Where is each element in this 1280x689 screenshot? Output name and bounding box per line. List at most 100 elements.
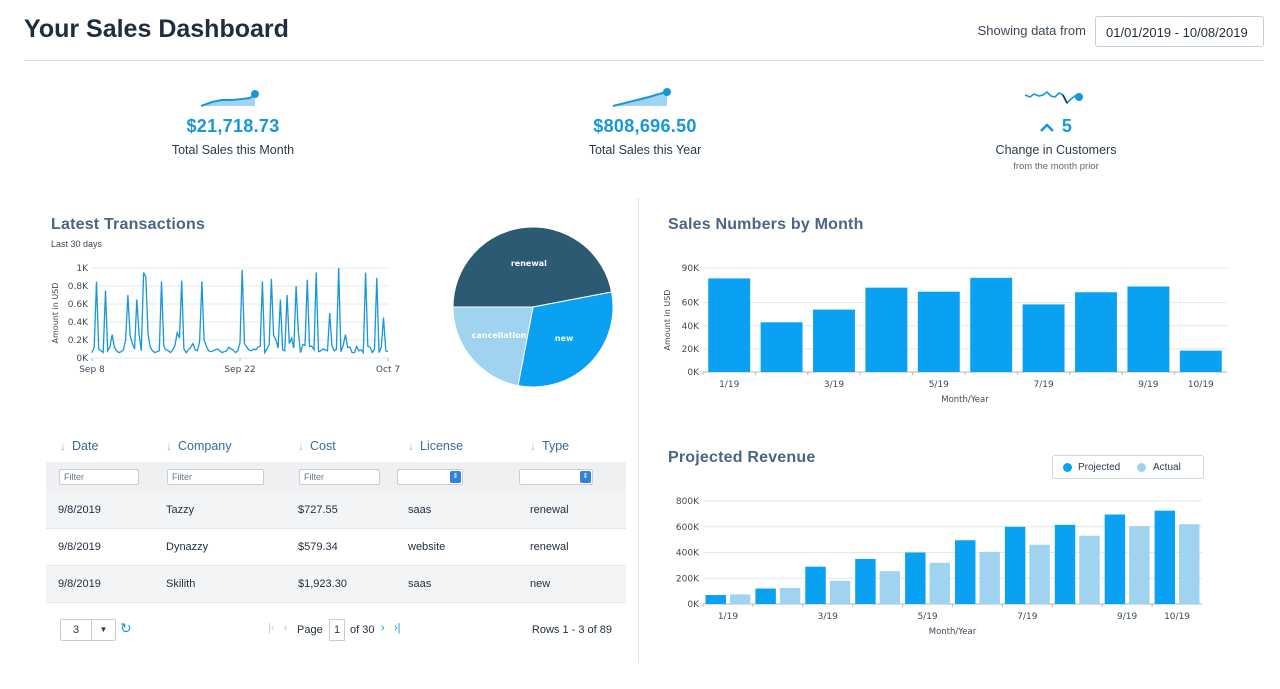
bar xyxy=(1029,544,1050,604)
y-tick-label: 800K xyxy=(676,497,700,507)
y-tick-label: 1K xyxy=(76,264,89,274)
y-tick-label: 400K xyxy=(676,549,700,559)
cell-type: renewal xyxy=(530,541,569,553)
kpi-value-row: 5 xyxy=(926,116,1186,137)
x-tick-label: 3/19 xyxy=(818,612,838,622)
y-tick-label: 20K xyxy=(682,345,700,355)
x-axis-label: Month/Year xyxy=(941,395,989,405)
x-tick-label: 10/19 xyxy=(1164,612,1190,622)
transactions-subtitle: Last 30 days xyxy=(51,239,103,249)
y-tick-label: 60K xyxy=(682,299,700,309)
bar xyxy=(779,587,801,604)
column-header-type[interactable]: ↓ Type xyxy=(530,439,569,453)
projected-legend-label[interactable]: Projected xyxy=(1078,462,1121,473)
bar xyxy=(865,287,908,372)
cell-company: Dynazzy xyxy=(166,541,209,553)
y-tick-label: 200K xyxy=(676,574,700,584)
y-tick-label: 0.6K xyxy=(68,300,89,310)
sales-by-month-chart: 0K 20K 40K 60K 90K Amount in USD Month/Year 1/1… xyxy=(663,264,1227,405)
next-page-icon[interactable]: › xyxy=(381,622,385,634)
x-tick-label: 7/19 xyxy=(1033,380,1053,390)
column-header-license[interactable]: ↓ License xyxy=(408,439,463,453)
date-filter-input[interactable]: Filter xyxy=(59,469,139,485)
page-size-value: 3 xyxy=(73,624,80,636)
page-number-input[interactable]: 1 xyxy=(329,619,345,641)
license-filter-select[interactable]: ⇕ xyxy=(397,469,463,485)
bar xyxy=(1154,510,1176,604)
y-tick-label: 0K xyxy=(687,600,700,610)
bar xyxy=(1004,526,1026,604)
cell-license: website xyxy=(408,541,446,553)
sort-arrow-icon: ↓ xyxy=(530,439,536,453)
column-header-label: Date xyxy=(72,439,99,453)
bar xyxy=(708,278,751,372)
table-row[interactable]: 9/8/2019 Dynazzy $579.34 website renewal xyxy=(46,529,626,566)
projected-legend-swatch xyxy=(1063,463,1072,472)
bar xyxy=(1129,526,1150,604)
first-page-icon[interactable]: |‹ xyxy=(268,622,275,634)
bar xyxy=(1075,292,1117,372)
transactions-grid: ↓ Date ↓ Company ↓ Cost ↓ License ↓ Type Filt… xyxy=(46,430,626,603)
caret-down-icon: ▼ xyxy=(91,620,115,640)
pie-slice-label: renewal xyxy=(511,259,547,268)
projected-revenue-title: Projected Revenue xyxy=(668,449,816,466)
x-tick-label: Sep 22 xyxy=(224,365,255,375)
column-header-label: Type xyxy=(542,439,570,453)
cell-cost: $727.55 xyxy=(298,504,338,516)
x-tick-label: 5/19 xyxy=(917,612,937,622)
column-header-company[interactable]: ↓ Company xyxy=(166,439,232,453)
series-line xyxy=(91,267,389,355)
cell-date: 9/8/2019 xyxy=(58,541,101,553)
column-header-cost[interactable]: ↓ Cost xyxy=(298,439,336,453)
page-size-select[interactable]: 3 ▼ xyxy=(60,619,116,641)
projected-legend: Projected Actual xyxy=(1052,455,1204,479)
select-arrows-icon: ⇕ xyxy=(580,471,591,483)
cell-company: Tazzy xyxy=(166,504,195,516)
column-divider xyxy=(638,198,639,663)
cell-license: saas xyxy=(408,578,432,590)
column-header-label: Cost xyxy=(310,439,336,453)
sort-arrow-icon: ↓ xyxy=(60,439,66,453)
transactions-pie-chart: renewal new cancellation xyxy=(452,226,614,388)
bar xyxy=(813,309,855,372)
bar xyxy=(829,580,851,604)
kpi-change-customers: 5 Change in Customers from the month pri… xyxy=(926,86,1186,172)
type-filter-select[interactable]: ⇕ xyxy=(519,469,593,485)
pie-slice xyxy=(452,306,534,387)
bar xyxy=(917,291,960,372)
y-tick-label: 0.4K xyxy=(68,318,89,328)
bar xyxy=(1054,524,1076,604)
kpi-sublabel: from the month prior xyxy=(1013,161,1099,172)
table-row[interactable]: 9/8/2019 Tazzy $727.55 saas renewal xyxy=(46,492,626,529)
y-axis-label: Amount in USD xyxy=(51,283,60,344)
transactions-line-chart: 0K 0.2K 0.4K 0.6K 0.8K 1K Amount in USD Sep 8 Se… xyxy=(51,264,400,375)
column-header-date[interactable]: ↓ Date xyxy=(60,439,98,453)
bar xyxy=(954,540,976,604)
bar xyxy=(905,552,926,604)
sales-year-sparkline xyxy=(612,88,671,107)
actual-legend-label[interactable]: Actual xyxy=(1153,462,1181,473)
cost-filter-input[interactable]: Filter xyxy=(299,469,380,485)
column-header-label: License xyxy=(420,439,464,453)
x-tick-label: 3/19 xyxy=(824,380,844,390)
company-filter-input[interactable]: Filter xyxy=(167,469,264,485)
refresh-icon[interactable]: ↻ xyxy=(120,620,132,636)
kpi-value: 5 xyxy=(1061,116,1073,136)
bar xyxy=(1127,286,1170,372)
filter-row: Filter Filter Filter ⇕ ⇕ xyxy=(46,462,626,492)
y-axis-label: Amount in USD xyxy=(663,290,672,351)
table-row[interactable]: 9/8/2019 Skilith $1,923.30 saas new xyxy=(46,566,626,603)
x-tick-label: 1/19 xyxy=(719,380,739,390)
cell-type: new xyxy=(530,578,551,590)
pie-slice xyxy=(452,226,613,308)
bar xyxy=(729,594,751,604)
date-range-label: Showing data from xyxy=(977,23,1086,38)
date-range-input[interactable]: 01/01/2019 - 10/08/2019 xyxy=(1095,16,1264,47)
prev-page-icon[interactable]: ‹ xyxy=(284,622,288,634)
page-count-label: of 30 xyxy=(350,624,375,636)
kpi-total-sales-year: $808,696.50 Total Sales this Year xyxy=(515,86,775,157)
bar xyxy=(970,277,1013,372)
y-tick-label: 0.2K xyxy=(68,336,89,346)
last-page-icon[interactable]: ›| xyxy=(394,622,401,634)
kpi-value: $808,696.50 xyxy=(593,116,697,136)
